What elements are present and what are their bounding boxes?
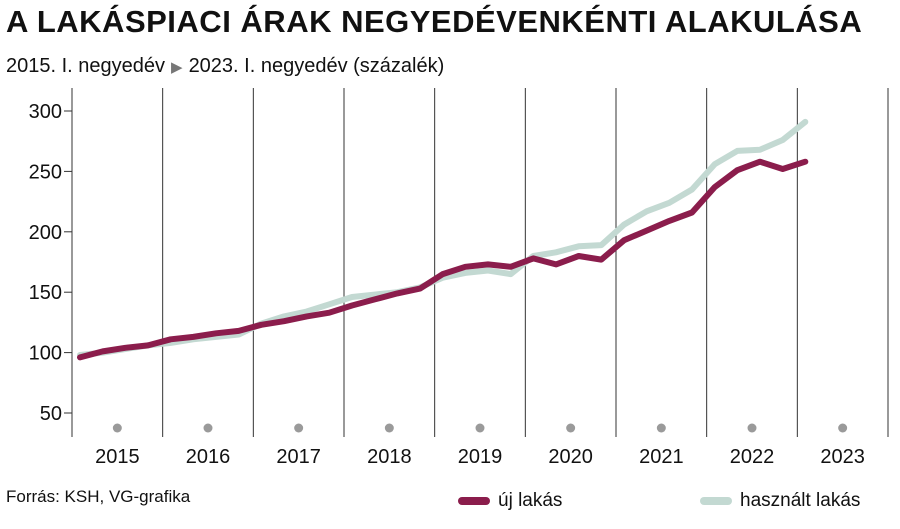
x-tick-label: 2016 (186, 446, 231, 468)
series-line-uj-lakas (77, 158, 809, 361)
subtitle-start: 2015. I. negyedév (6, 55, 166, 77)
year-dot (838, 423, 848, 433)
year-dot (112, 423, 122, 433)
year-dot (203, 423, 213, 433)
y-tick-label: 250 (29, 161, 62, 183)
x-tick-label: 2020 (548, 446, 593, 468)
year-dot (384, 423, 394, 433)
x-tick-label: 2017 (276, 446, 321, 468)
year-dot (747, 423, 757, 433)
y-tick-label: 200 (29, 222, 62, 244)
chart-subtitle: 2015. I. negyedév ▶ 2023. I. negyedév (szá… (6, 55, 444, 78)
year-dot (656, 423, 666, 433)
x-tick-label: 2022 (730, 446, 775, 468)
legend-swatch-hasznalt-lakas (700, 497, 732, 505)
y-tick-label: 50 (40, 403, 62, 425)
y-tick-label: 150 (29, 282, 62, 304)
legend-swatch-uj-lakas (458, 497, 490, 505)
legend-label-hasznalt-lakas: használt lakás (740, 490, 861, 511)
x-tick-label: 2015 (95, 446, 140, 468)
subtitle-end: 2023. I. negyedév (százalék) (188, 55, 445, 77)
chart-title: A LAKÁSPIACI ÁRAK NEGYEDÉVENKÉNTI ALAKUL… (6, 4, 863, 39)
year-dot (294, 423, 304, 433)
series-line-hasznalt-lakas (77, 118, 809, 358)
line-chart: 50 100 150 200 250 300 2015 2016 2017 2018 2019 202… (29, 88, 889, 468)
legend-label-uj-lakas: új lakás (498, 490, 563, 511)
x-tick-label: 2021 (639, 446, 684, 468)
arrow-right-icon: ▶ (171, 59, 183, 76)
year-dot (475, 423, 485, 433)
x-tick-label: 2019 (458, 446, 503, 468)
y-tick-label: 100 (29, 343, 62, 365)
source-note: Forrás: KSH, VG-grafika (6, 487, 191, 506)
legend-item-uj-lakas: új lakás (458, 490, 562, 512)
y-tick-label: 300 (29, 101, 62, 123)
year-dot (566, 423, 576, 433)
x-tick-label: 2018 (367, 446, 412, 468)
x-tick-label: 2023 (820, 446, 865, 468)
legend-item-hasznalt-lakas: használt lakás (700, 490, 860, 512)
